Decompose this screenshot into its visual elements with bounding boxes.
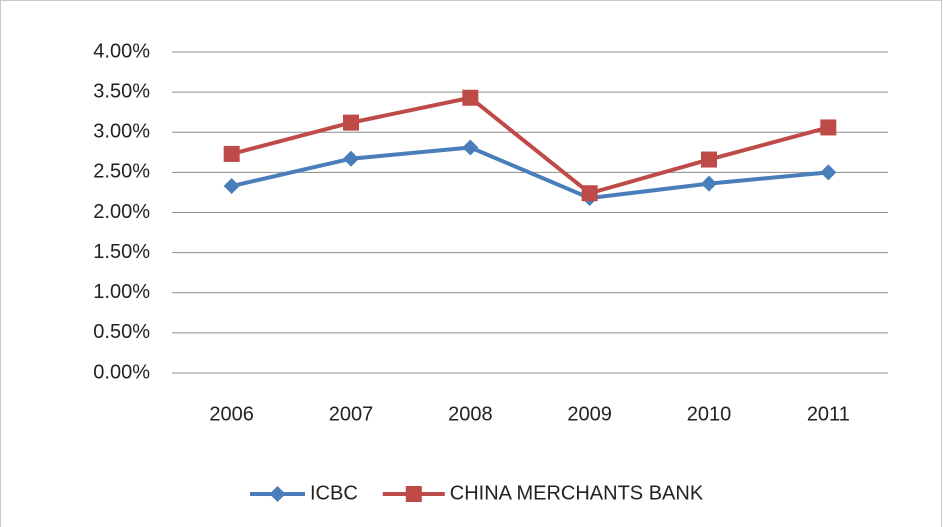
- data-point: [820, 164, 837, 181]
- y-tick-label: 2.00%: [93, 201, 150, 223]
- data-point: [820, 119, 837, 136]
- data-point: [223, 145, 240, 162]
- y-tick-label: 0.50%: [93, 321, 150, 343]
- data-point: [462, 89, 479, 106]
- y-tick-label: 1.50%: [93, 241, 150, 263]
- data-point: [581, 185, 598, 202]
- data-point: [223, 178, 240, 195]
- x-tick-label: 2008: [448, 403, 493, 425]
- legend-marker: [269, 486, 286, 502]
- data-point: [462, 139, 479, 156]
- y-tick-label: 3.00%: [93, 121, 150, 143]
- x-tick-label: 2011: [807, 403, 850, 425]
- data-point: [701, 151, 717, 168]
- data-point: [343, 150, 359, 167]
- y-tick-label: 2.50%: [93, 161, 150, 183]
- data-line: [231, 145, 829, 201]
- x-tick-label: 2009: [567, 403, 612, 425]
- legend-marker: [405, 486, 422, 502]
- x-tick-label: 2007: [329, 403, 374, 425]
- data-point: [343, 114, 359, 131]
- x-tick-label: 2006: [209, 403, 254, 425]
- y-tick-label: 1.00%: [93, 281, 150, 303]
- y-tick-label: 4.00%: [93, 40, 150, 62]
- y-tick-label: 0.00%: [93, 361, 150, 383]
- legend-label: CHINA MERCHANTS BANK: [450, 482, 704, 504]
- y-tick-label: 3.50%: [93, 80, 150, 102]
- legend-label: ICBC: [310, 482, 358, 504]
- x-tick-label: 2010: [687, 403, 732, 425]
- data-line: [231, 95, 829, 196]
- data-point: [701, 175, 717, 192]
